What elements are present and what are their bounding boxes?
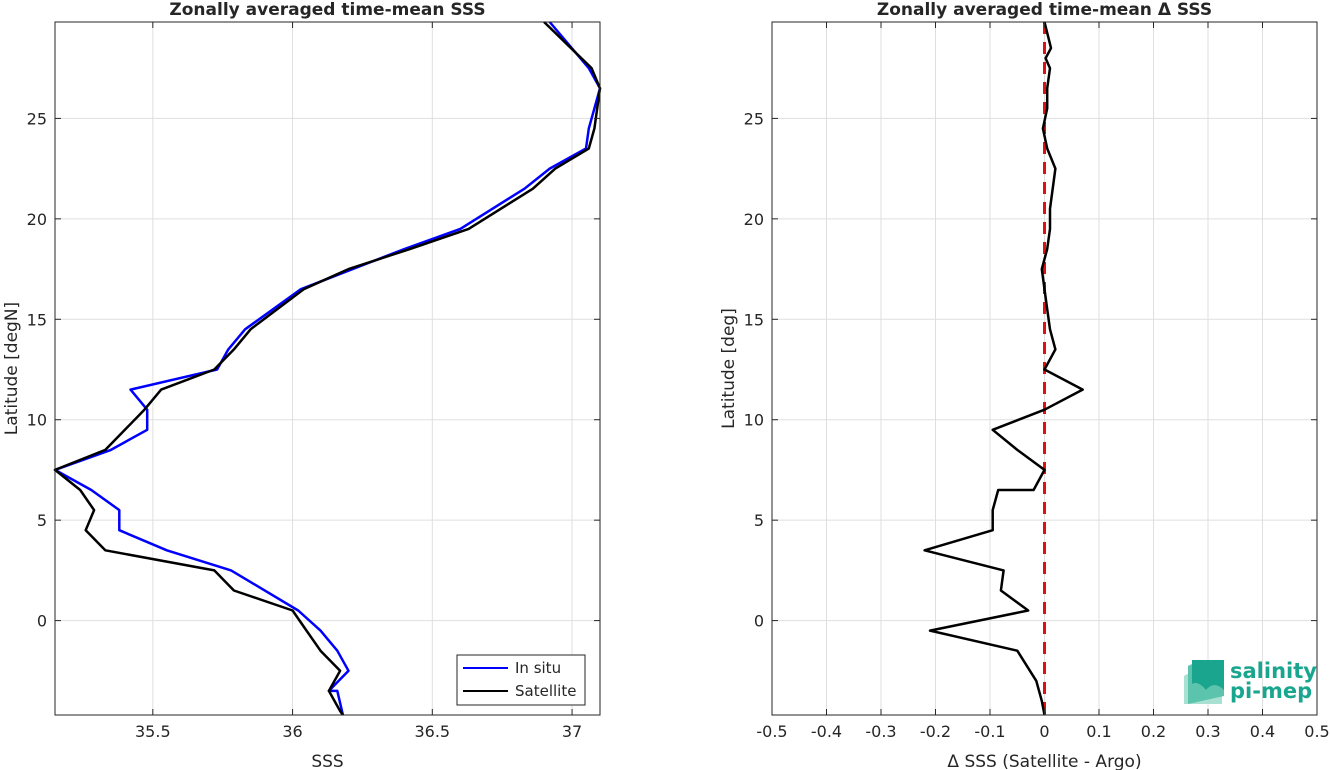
y-tick-label: 5 <box>754 511 764 530</box>
series-line-delta-sss <box>923 21 1084 716</box>
y-tick-label: 25 <box>27 109 47 128</box>
y-axis-label: Latitude [deg] <box>719 308 739 429</box>
y-tick-label: 0 <box>37 612 47 631</box>
x-axis-label: SSS <box>311 752 343 770</box>
x-tick-label: 35.5 <box>135 722 171 741</box>
tick-marks <box>771 22 1318 715</box>
axes-box <box>54 21 601 716</box>
chart-title: Zonally averaged time-mean Δ SSS <box>877 0 1212 20</box>
x-tick-label: 0.2 <box>1141 722 1166 741</box>
x-tick-label: 36 <box>282 722 302 741</box>
series-line-in-situ <box>53 21 602 716</box>
y-axis-label: Latitude [degN] <box>2 302 22 435</box>
series-line-satellite <box>53 21 602 716</box>
y-tick-label: 10 <box>744 411 764 430</box>
wave-logo-icon <box>1184 660 1224 704</box>
x-tick-label: -0.1 <box>974 722 1005 741</box>
tick-labels: 35.5 36 36.5 37 0 5 10 15 20 25 <box>27 109 583 741</box>
series-layer <box>923 21 1084 716</box>
x-tick-label: 0.4 <box>1250 722 1275 741</box>
legend: In situ Satellite <box>456 654 586 706</box>
x-tick-label: 0 <box>1039 722 1049 741</box>
y-tick-label: 15 <box>744 310 764 329</box>
y-tick-label: 5 <box>37 511 47 530</box>
x-tick-label: 0.1 <box>1086 722 1111 741</box>
y-tick-label: 15 <box>27 310 47 329</box>
delta-sss-panel: -0.5 -0.4 -0.3 -0.2 -0.1 0 0.1 0.2 0.3 0.4 0.5 0 5 10… <box>719 0 1330 770</box>
legend-label-in-situ: In situ <box>515 659 561 677</box>
x-tick-label: 37 <box>562 722 582 741</box>
x-axis-label: Δ SSS (Satellite - Argo) <box>947 752 1141 770</box>
tick-labels: -0.5 -0.4 -0.3 -0.2 -0.1 0 0.1 0.2 0.3 0.4 0.5 0 5 10… <box>744 109 1330 741</box>
x-tick-label: 0.3 <box>1195 722 1220 741</box>
salinity-pi-mep-logo: salinity pi-mep <box>1184 659 1317 704</box>
y-tick-label: 0 <box>754 612 764 631</box>
y-tick-label: 25 <box>744 109 764 128</box>
tick-marks <box>55 22 600 715</box>
x-tick-label: 36.5 <box>414 722 450 741</box>
logo-text-salinity: salinity <box>1230 659 1317 683</box>
legend-box <box>456 654 586 706</box>
y-tick-label: 10 <box>27 411 47 430</box>
x-tick-label: -0.2 <box>920 722 951 741</box>
sss-profile-panel: 35.5 36 36.5 37 0 5 10 15 20 25 Zonally averaged … <box>2 0 602 770</box>
grid <box>55 22 600 715</box>
y-tick-label: 20 <box>744 210 764 229</box>
y-tick-label: 20 <box>27 210 47 229</box>
legend-label-satellite: Satellite <box>515 682 576 700</box>
series-layer <box>53 21 602 716</box>
x-tick-label: -0.5 <box>756 722 787 741</box>
x-tick-label: -0.3 <box>865 722 896 741</box>
chart-title: Zonally averaged time-mean SSS <box>169 0 485 20</box>
logo-text-pi-mep: pi-mep <box>1230 679 1312 703</box>
x-tick-label: -0.4 <box>811 722 842 741</box>
x-tick-label: 0.5 <box>1304 722 1329 741</box>
